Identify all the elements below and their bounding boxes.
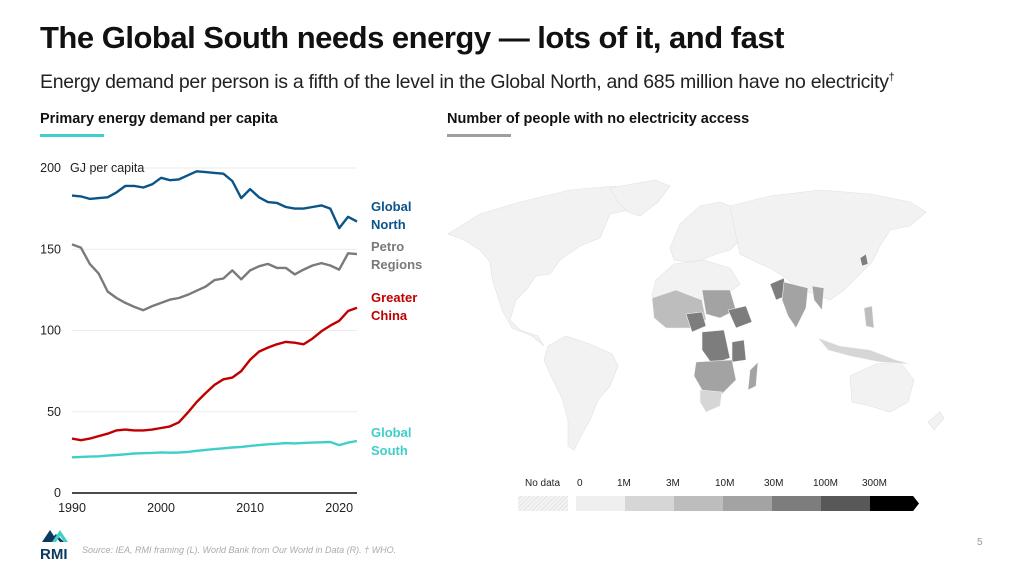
source-note: Source: IEA, RMI framing (L). World Bank… <box>82 545 397 555</box>
series-label-line: North <box>371 217 406 232</box>
map-tanzania <box>731 339 747 363</box>
rmi-logo: RMI <box>40 530 68 562</box>
series-label-petro-regions: Petro Regions <box>371 238 422 274</box>
legend-bin-label: 10M <box>715 478 735 489</box>
chart-x-ticks: 1990 2000 2010 2020 <box>58 501 353 515</box>
map-india <box>781 281 809 329</box>
legend-no-data-swatch <box>518 496 568 511</box>
series-label-line: Greater <box>371 290 418 305</box>
map-drc <box>701 329 731 365</box>
series-label-line: Regions <box>371 257 423 272</box>
x-tick-label: 2010 <box>236 501 264 515</box>
legend-bin-label: 0 <box>577 478 583 489</box>
legend-bin-label: 30M <box>764 478 784 489</box>
map-sahel-east <box>701 289 737 319</box>
legend-bin-label: 100M <box>813 478 839 489</box>
right-panel-title: Number of people with no electricity acc… <box>447 111 750 127</box>
chart-y-ticks: 0 50 100 150 200 <box>40 161 61 500</box>
y-tick-label: 50 <box>47 405 61 419</box>
world-map-no-electricity <box>440 150 1020 470</box>
map-australia <box>849 361 915 413</box>
map-greenland <box>609 179 671 217</box>
map-south-africa <box>699 389 723 413</box>
legend-no-data-label: No data <box>525 478 561 489</box>
series-label-global-south: Global South <box>371 424 411 460</box>
energy-demand-line-chart: 0 50 100 150 200 1990 2000 2010 2020 GJ per cap… <box>40 161 358 515</box>
map-north-korea <box>859 253 869 267</box>
y-tick-label: 100 <box>40 324 61 338</box>
map-asia <box>729 189 927 301</box>
map-southern-africa <box>693 359 737 395</box>
subtitle-text: Energy demand per person is a fifth of t… <box>40 71 889 93</box>
series-line-petro-regions <box>71 243 358 312</box>
rmi-logo-text: RMI <box>40 546 68 562</box>
series-label-line: South <box>371 443 408 458</box>
series-label-line: Global <box>371 199 412 214</box>
series-line-global-south <box>71 439 358 459</box>
map-north-america <box>447 185 641 347</box>
y-axis-label: GJ per capita <box>70 161 144 175</box>
chart-series <box>71 170 358 459</box>
map-new-zealand <box>927 411 945 431</box>
map-south-america <box>543 335 619 451</box>
world-map-svg <box>447 179 945 451</box>
legend-bin-swatch <box>723 496 772 511</box>
page-title: The Global South needs energy — lots of … <box>40 20 784 55</box>
series-line-global-north <box>71 170 358 230</box>
legend-bin-label: 1M <box>617 478 631 489</box>
rmi-logo-mountain-dark <box>42 530 64 542</box>
left-panel-title: Primary energy demand per capita <box>40 111 278 127</box>
map-ethiopia <box>727 305 753 329</box>
series-line-greater-china <box>71 306 358 442</box>
page-subtitle: Energy demand per person is a fifth of t… <box>40 71 895 94</box>
left-panel-accent-bar <box>40 134 104 137</box>
map-philippines <box>863 305 875 329</box>
map-myanmar <box>811 285 825 311</box>
map-indonesia <box>817 337 911 365</box>
legend-bin-swatch <box>772 496 821 511</box>
map-nigeria <box>685 311 707 333</box>
legend-bin-swatch <box>821 496 870 511</box>
legend-bin-label: 3M <box>666 478 680 489</box>
right-panel-accent-bar <box>447 134 511 137</box>
series-label-global-north: Global North <box>371 198 411 234</box>
series-label-greater-china: Greater China <box>371 289 417 325</box>
y-tick-label: 150 <box>40 242 61 256</box>
series-label-line: Petro <box>371 239 405 254</box>
y-tick-label: 0 <box>54 486 61 500</box>
series-label-line: China <box>371 308 408 323</box>
y-tick-label: 200 <box>40 161 61 175</box>
x-tick-label: 1990 <box>58 501 86 515</box>
map-madagascar <box>747 361 759 391</box>
chart-gridlines <box>72 167 357 494</box>
legend-bin-swatch <box>625 496 674 511</box>
subtitle-footnote-mark: † <box>888 71 895 84</box>
rmi-logo-mountain-teal <box>52 530 68 542</box>
legend-bin-swatch <box>870 496 919 511</box>
legend-bin-swatch <box>674 496 723 511</box>
legend-bin-swatch <box>576 496 625 511</box>
x-tick-label: 2020 <box>325 501 353 515</box>
series-label-line: Global <box>371 425 412 440</box>
page-number: 5 <box>977 537 983 548</box>
x-tick-label: 2000 <box>147 501 175 515</box>
legend-bin-label: 300M <box>862 478 888 489</box>
